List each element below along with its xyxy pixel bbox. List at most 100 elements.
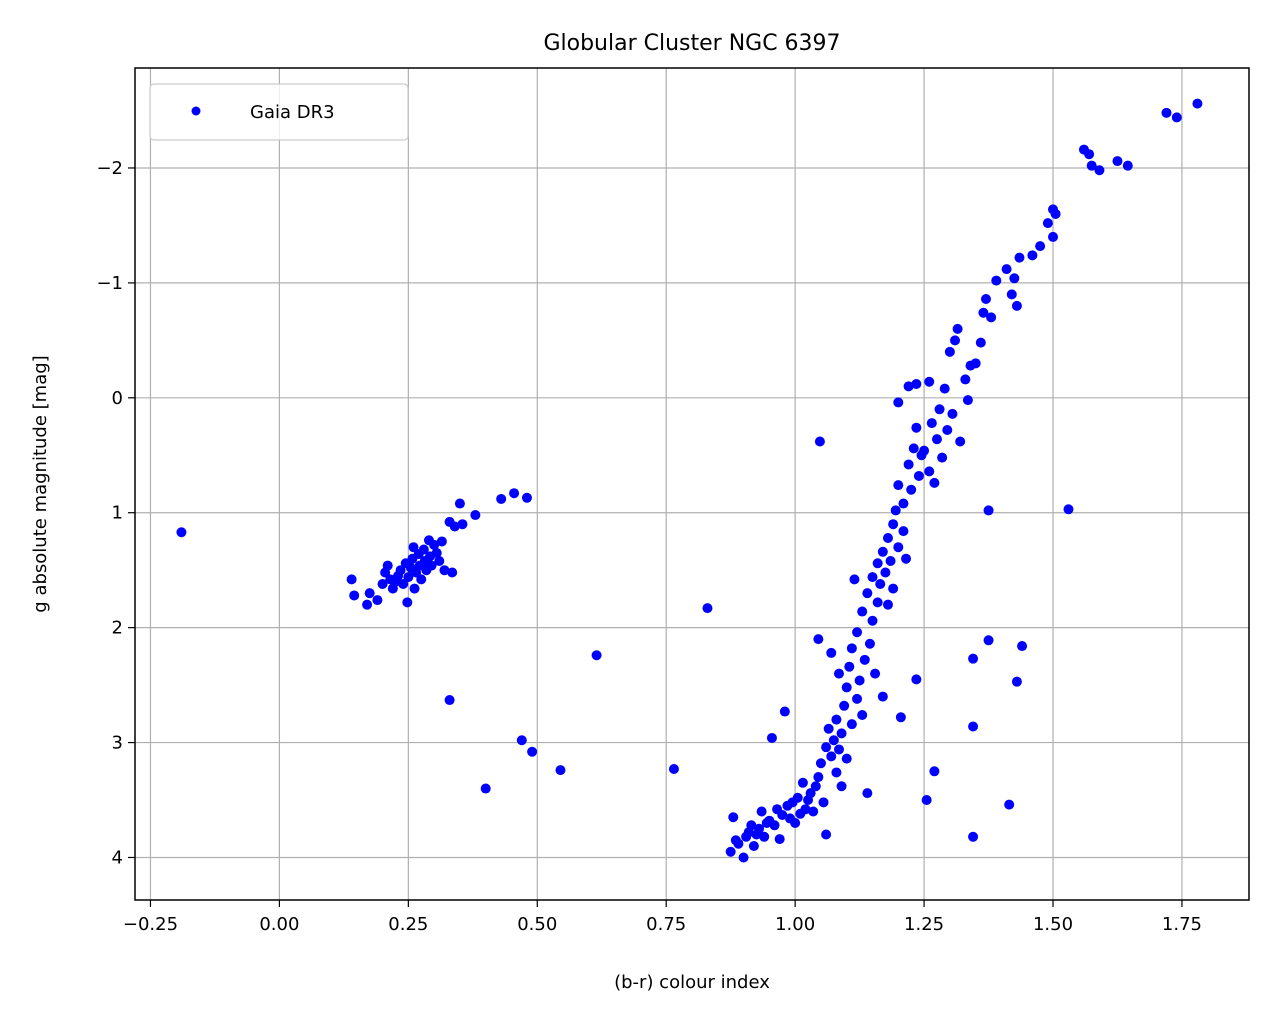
data-point [934,404,945,415]
data-point [777,809,788,820]
data-point [1001,264,1012,275]
data-point [877,546,888,557]
data-point [919,445,930,456]
data-point [521,492,532,503]
data-point [372,595,383,606]
data-point [867,615,878,626]
data-point [362,599,373,610]
data-point [808,806,819,817]
data-point [779,706,790,717]
data-point [1009,273,1020,284]
legend-box [149,83,409,141]
data-point [815,758,826,769]
axis-ticks: −0.25 0.00 0.25 0.50 0.75 1.00 1.25 1.50 1.75 −2 −… [96,158,1202,935]
data-point [1014,252,1025,263]
x-tick-label: 0.75 [646,914,686,935]
data-point [841,753,852,764]
data-point [898,498,909,509]
data-point [813,772,824,783]
plot-area-frame [134,67,1250,901]
chart-title: Globular Cluster NGC 6397 [543,31,840,56]
data-point [857,709,868,720]
data-point [846,643,857,654]
data-point [725,846,736,857]
data-point [983,635,994,646]
data-point [944,346,955,357]
data-point [911,674,922,685]
data-point [908,443,919,454]
data-point [1161,107,1172,118]
data-point [846,719,857,730]
data-point [893,542,904,553]
data-point [702,603,713,614]
data-point [439,565,450,576]
data-point [991,275,1002,286]
data-point [833,744,844,755]
data-point [823,723,834,734]
data-point [877,691,888,702]
data-point [859,654,870,665]
data-point [836,781,847,792]
y-tick-label: −1 [96,273,123,294]
data-point [929,766,940,777]
data-point [454,498,465,509]
data-point [746,820,757,831]
data-point [1017,641,1028,652]
y-tick-label: 1 [112,503,123,524]
data-point [898,526,909,537]
data-point [1192,98,1203,109]
data-point [880,567,891,578]
x-tick-label: 1.25 [904,914,944,935]
data-point [774,834,785,845]
legend: Gaia DR3 [149,83,409,141]
data-point [970,358,981,369]
data-point [903,459,914,470]
data-point [986,312,997,323]
data-point [728,812,739,823]
data-point [591,650,602,661]
data-point [756,806,767,817]
data-point [480,783,491,794]
data-point [888,583,899,594]
data-point [496,493,507,504]
data-point [885,555,896,566]
data-point [1011,676,1022,687]
data-point [952,323,963,334]
data-point [754,823,765,834]
data-point [447,567,458,578]
data-point [1027,250,1038,261]
data-point [436,536,447,547]
data-point [831,767,842,778]
data-point [1011,300,1022,311]
y-tick-label: 0 [112,388,123,409]
data-point [408,542,419,553]
data-point [1112,156,1123,167]
data-point [821,829,832,840]
data-point [1035,241,1046,252]
data-point [382,560,393,571]
data-point [1063,504,1074,515]
data-point [828,735,839,746]
data-point [911,422,922,433]
data-point [748,840,759,851]
data-point [444,695,455,706]
data-point [947,408,958,419]
data-point [870,668,881,679]
x-tick-label: 1.50 [1033,914,1073,935]
data-point [814,436,825,447]
data-point [875,578,886,589]
data-point [409,583,420,594]
x-tick-label: −0.25 [123,914,178,935]
data-point [377,578,388,589]
data-point [968,831,979,842]
data-point [418,544,429,555]
data-point [790,818,801,829]
data-point [844,661,855,672]
x-tick-label: 0.25 [388,914,428,935]
data-point [733,838,744,849]
data-point [668,763,679,774]
data-point [1004,799,1015,810]
x-tick-label: 0.00 [259,914,299,935]
data-point [364,588,375,599]
